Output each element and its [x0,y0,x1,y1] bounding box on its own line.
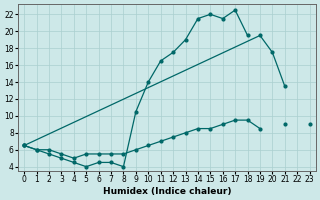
X-axis label: Humidex (Indice chaleur): Humidex (Indice chaleur) [103,187,231,196]
